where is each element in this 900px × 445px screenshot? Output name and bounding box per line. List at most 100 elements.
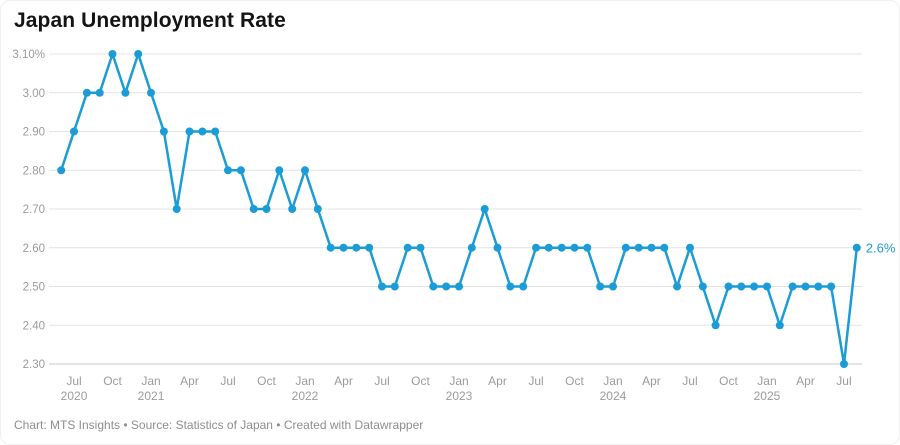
last-value-label: 2.6%: [866, 240, 896, 255]
data-point[interactable]: [224, 166, 232, 175]
data-point[interactable]: [763, 282, 771, 291]
data-point[interactable]: [403, 243, 412, 252]
data-point[interactable]: [570, 243, 579, 252]
data-point[interactable]: [467, 243, 476, 252]
data-point[interactable]: [827, 282, 836, 291]
x-axis-tick-label: Oct: [257, 374, 276, 388]
data-point[interactable]: [801, 282, 810, 291]
y-axis-tick-label: 2.30: [23, 359, 45, 371]
x-axis-year-label: 2021: [138, 389, 165, 403]
data-point[interactable]: [339, 243, 348, 252]
data-point[interactable]: [621, 243, 630, 252]
x-axis-tick-label: Jul: [528, 374, 543, 388]
data-point[interactable]: [532, 243, 540, 252]
x-axis-tick-label: Apr: [642, 374, 661, 388]
data-point[interactable]: [313, 205, 322, 213]
data-point[interactable]: [480, 205, 489, 213]
data-point[interactable]: [814, 282, 823, 291]
data-point[interactable]: [775, 321, 784, 330]
data-point[interactable]: [95, 88, 104, 97]
y-axis-tick-label: 2.70: [23, 204, 45, 216]
data-point[interactable]: [596, 282, 605, 291]
data-point[interactable]: [711, 321, 720, 330]
data-point[interactable]: [634, 243, 643, 252]
x-axis-tick-label: Jul: [220, 374, 235, 388]
x-axis-year-label: 2023: [446, 389, 473, 403]
data-point[interactable]: [301, 166, 309, 175]
data-point[interactable]: [70, 127, 78, 136]
data-point[interactable]: [185, 127, 194, 136]
data-point[interactable]: [609, 282, 617, 291]
x-axis-year-label: 2022: [292, 389, 319, 403]
chart-footer-credit: Chart: MTS Insights • Source: Statistics…: [14, 418, 424, 432]
data-point[interactable]: [57, 166, 66, 175]
data-point[interactable]: [660, 243, 669, 252]
data-point[interactable]: [198, 127, 207, 136]
data-point[interactable]: [365, 243, 374, 252]
x-axis-tick-label: Oct: [103, 374, 122, 388]
data-point[interactable]: [352, 243, 361, 252]
data-point[interactable]: [82, 88, 91, 97]
data-point[interactable]: [134, 50, 143, 58]
x-axis-tick-label: Oct: [411, 374, 430, 388]
x-axis-tick-label: Oct: [719, 374, 738, 388]
data-point[interactable]: [647, 243, 656, 252]
x-axis-tick-label: Jan: [449, 374, 468, 388]
data-point[interactable]: [429, 282, 438, 291]
data-point[interactable]: [455, 282, 463, 291]
data-point[interactable]: [288, 205, 297, 213]
data-point[interactable]: [724, 282, 733, 291]
data-point[interactable]: [852, 243, 861, 252]
data-point[interactable]: [442, 282, 451, 291]
data-point[interactable]: [172, 205, 181, 213]
data-point[interactable]: [698, 282, 707, 291]
x-axis-tick-label: Jul: [682, 374, 697, 388]
y-axis-tick-label: 3.10%: [12, 49, 45, 61]
x-axis-tick-label: Jan: [141, 374, 160, 388]
data-point[interactable]: [583, 243, 592, 252]
data-point[interactable]: [544, 243, 553, 252]
y-axis-tick-label: 2.60: [23, 243, 45, 255]
data-point[interactable]: [108, 50, 117, 58]
data-point[interactable]: [557, 243, 566, 252]
x-axis-tick-label: Jul: [836, 374, 851, 388]
y-axis-tick-label: 2.80: [23, 165, 45, 177]
data-point[interactable]: [519, 282, 528, 291]
y-axis-tick-label: 2.40: [23, 320, 45, 332]
data-point[interactable]: [673, 282, 682, 291]
x-axis-tick-label: Apr: [488, 374, 507, 388]
data-point[interactable]: [262, 205, 271, 213]
data-point[interactable]: [236, 166, 245, 175]
data-point[interactable]: [493, 243, 502, 252]
x-axis-year-label: 2020: [61, 389, 88, 403]
x-axis-tick-label: Oct: [565, 374, 584, 388]
x-axis-tick-label: Jan: [295, 374, 314, 388]
data-point[interactable]: [840, 360, 848, 368]
y-axis-tick-label: 3.00: [23, 88, 45, 100]
x-axis-year-label: 2024: [600, 389, 627, 403]
data-point[interactable]: [506, 282, 515, 291]
data-point[interactable]: [159, 127, 168, 136]
data-point[interactable]: [326, 243, 335, 252]
data-point[interactable]: [390, 282, 399, 291]
chart-title: Japan Unemployment Rate: [14, 9, 286, 32]
data-point[interactable]: [211, 127, 220, 136]
data-point[interactable]: [788, 282, 797, 291]
data-point[interactable]: [416, 243, 425, 252]
x-axis-year-label: 2025: [754, 389, 781, 403]
data-point[interactable]: [275, 166, 284, 175]
x-axis-tick-label: Jul: [66, 374, 81, 388]
x-axis-tick-label: Jul: [374, 374, 389, 388]
data-point[interactable]: [249, 205, 258, 213]
data-point[interactable]: [147, 88, 155, 97]
x-axis-tick-label: Apr: [180, 374, 199, 388]
data-point[interactable]: [686, 243, 694, 252]
data-point[interactable]: [737, 282, 746, 291]
data-point[interactable]: [378, 282, 386, 291]
x-axis-tick-label: Apr: [334, 374, 353, 388]
y-axis-tick-label: 2.50: [23, 282, 45, 294]
data-point[interactable]: [121, 88, 130, 97]
data-point[interactable]: [750, 282, 759, 291]
